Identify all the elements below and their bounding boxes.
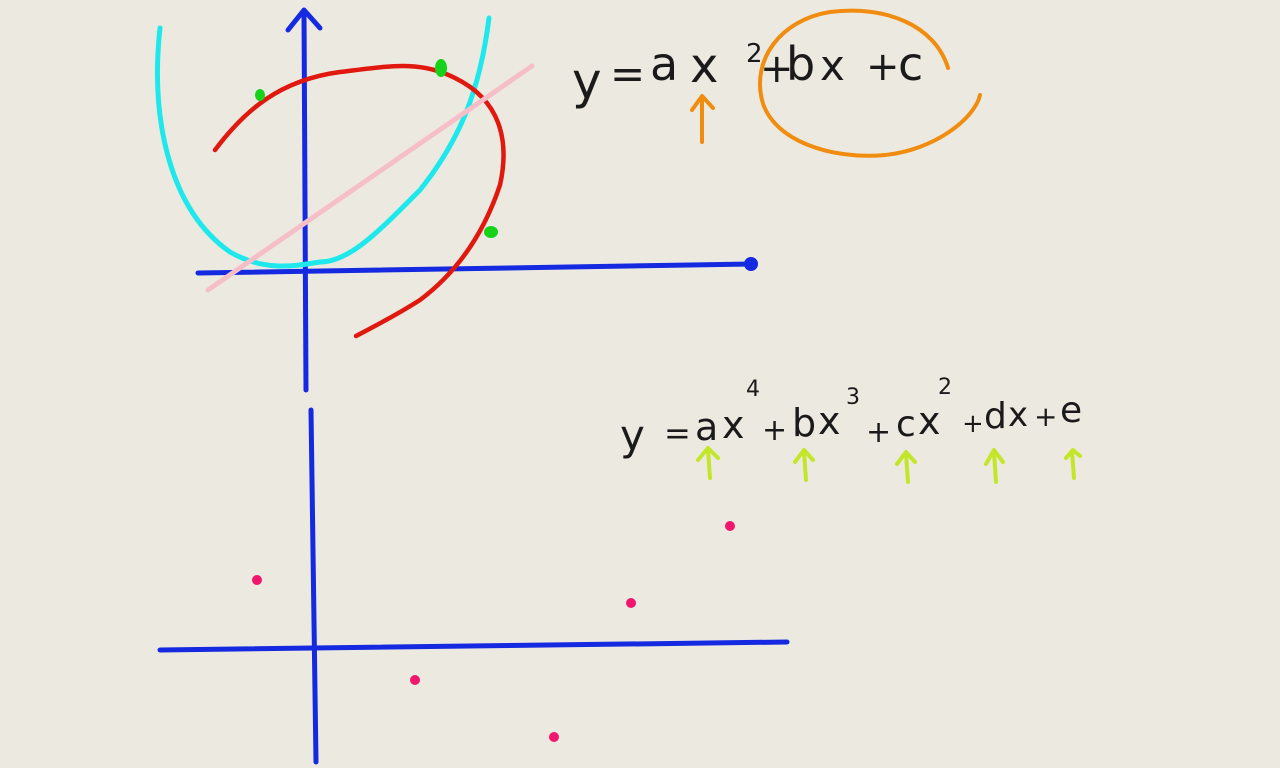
top-x-axis: [195, 261, 755, 276]
eq2-a: a: [695, 405, 718, 449]
eq2-d: d: [984, 396, 1007, 437]
eq2-x-d: x: [1008, 395, 1028, 435]
pink-point: [725, 521, 735, 531]
bottom-graph: [157, 407, 790, 765]
bottom-x-axis: [157, 639, 790, 653]
eq1-equals: =: [610, 49, 645, 98]
pink-point: [626, 598, 636, 608]
eq1-exponent: 2: [746, 39, 763, 69]
quadratic-equation: y = a x 2 + b x + c: [572, 8, 982, 158]
circle-highlight-icon: [758, 8, 982, 158]
cubic-curve: [212, 63, 506, 339]
eq2-x-c: x: [918, 399, 941, 443]
pink-point: [252, 575, 262, 585]
eq2-b: b: [792, 401, 816, 445]
up-arrow-icon: [793, 448, 815, 482]
top-graph: [155, 7, 758, 393]
eq2-x-b: x: [818, 399, 841, 443]
top-y-axis-arrowhead: [285, 7, 323, 33]
eq1-a: a: [650, 37, 678, 91]
eq1-plus-2: +: [866, 44, 900, 90]
bottom-y-axis: [308, 407, 319, 765]
eq1-y: y: [572, 52, 602, 110]
eq2-y: y: [620, 411, 645, 460]
eq2-plus-3: +: [962, 409, 984, 439]
eq2-exp-2: 2: [938, 375, 952, 400]
eq1-b: b: [786, 37, 815, 91]
eq2-exp-4: 4: [746, 377, 760, 402]
eq2-exp-3: 3: [846, 385, 860, 410]
eq2-c: c: [896, 404, 916, 445]
up-arrow-icon: [696, 446, 720, 480]
eq1-c: c: [898, 37, 923, 91]
green-point: [435, 59, 447, 77]
eq2-plus-1: +: [762, 413, 787, 448]
green-point: [255, 89, 265, 101]
eq2-plus-2: +: [866, 415, 891, 450]
pink-point: [410, 675, 420, 685]
pink-point: [549, 732, 559, 742]
eq2-x-a: x: [722, 403, 745, 447]
green-point: [484, 226, 498, 238]
top-y-axis: [301, 9, 309, 393]
eq1-x: x: [690, 38, 718, 94]
eq2-e: e: [1060, 390, 1082, 431]
up-arrow-icon: [690, 94, 715, 144]
eq2-equals: =: [664, 414, 691, 452]
up-arrow-icon: [895, 450, 917, 484]
quartic-equation: y = a x 4 + b x 3 + c x 2 + d x + e: [620, 375, 1082, 484]
top-x-axis-arrow-dot: [744, 257, 758, 271]
linear-line: [205, 63, 535, 293]
up-arrow-icon: [1064, 448, 1082, 480]
eq1-x2: x: [820, 41, 845, 90]
parabola-curve: [155, 15, 492, 269]
eq2-plus-4: +: [1034, 400, 1057, 433]
up-arrow-icon: [984, 448, 1005, 484]
